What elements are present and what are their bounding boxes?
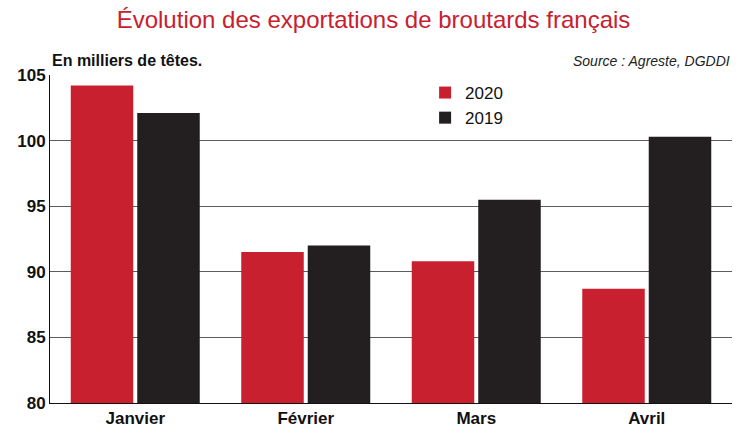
svg-text:Janvier: Janvier bbox=[105, 409, 165, 428]
svg-text:En milliers de têtes.: En milliers de têtes. bbox=[52, 52, 202, 69]
svg-text:80: 80 bbox=[27, 394, 46, 413]
svg-text:95: 95 bbox=[27, 197, 46, 216]
svg-text:100: 100 bbox=[17, 132, 45, 151]
svg-text:Mars: Mars bbox=[456, 409, 496, 428]
svg-text:2019: 2019 bbox=[465, 109, 503, 128]
svg-text:90: 90 bbox=[27, 263, 46, 282]
svg-text:Avril: Avril bbox=[628, 409, 665, 428]
svg-text:105: 105 bbox=[17, 66, 45, 85]
svg-text:2020: 2020 bbox=[465, 84, 503, 103]
svg-text:Évolution des exportations de: Évolution des exportations de broutards … bbox=[117, 6, 631, 33]
svg-text:85: 85 bbox=[27, 328, 46, 347]
svg-text:Source : Agreste, DGDDI: Source : Agreste, DGDDI bbox=[573, 53, 730, 69]
svg-text:Février: Février bbox=[277, 409, 334, 428]
